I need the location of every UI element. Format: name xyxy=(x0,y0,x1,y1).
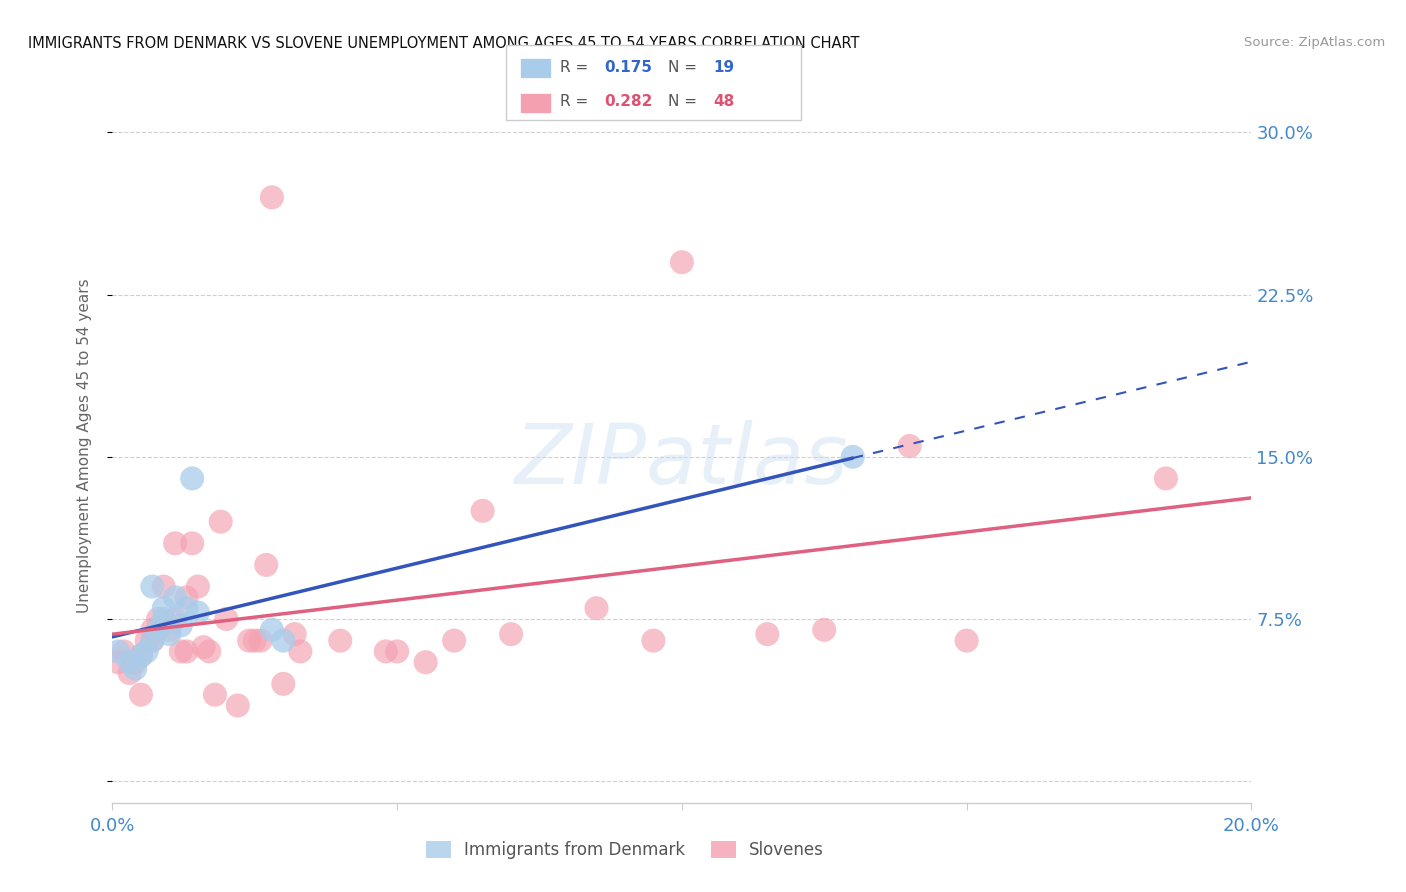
Point xyxy=(141,633,163,648)
Point xyxy=(187,606,209,620)
Point xyxy=(756,627,779,641)
Point xyxy=(1154,471,1177,485)
Text: 48: 48 xyxy=(713,95,734,110)
Point xyxy=(176,644,198,658)
Point xyxy=(135,633,157,648)
Point xyxy=(329,633,352,648)
Point xyxy=(141,580,163,594)
Point xyxy=(152,612,174,626)
Point xyxy=(956,633,979,648)
Point xyxy=(471,504,494,518)
Point xyxy=(841,450,863,464)
Point xyxy=(585,601,607,615)
Legend: Immigrants from Denmark, Slovenes: Immigrants from Denmark, Slovenes xyxy=(419,834,831,866)
Text: IMMIGRANTS FROM DENMARK VS SLOVENE UNEMPLOYMENT AMONG AGES 45 TO 54 YEARS CORREL: IMMIGRANTS FROM DENMARK VS SLOVENE UNEMP… xyxy=(28,36,859,51)
Point xyxy=(181,536,204,550)
Point xyxy=(215,612,238,626)
Point xyxy=(813,623,835,637)
Point xyxy=(165,612,187,626)
Point xyxy=(159,623,180,637)
Point xyxy=(165,591,187,605)
Point xyxy=(170,644,193,658)
Point xyxy=(118,655,141,669)
Point xyxy=(152,580,174,594)
Point xyxy=(271,633,295,648)
Point xyxy=(170,618,193,632)
Point xyxy=(165,536,187,550)
Point xyxy=(159,627,180,641)
Text: R =: R = xyxy=(560,60,593,75)
Text: N =: N = xyxy=(668,95,702,110)
Point xyxy=(254,558,277,572)
Point xyxy=(643,633,665,648)
Point xyxy=(198,644,221,658)
Point xyxy=(176,591,198,605)
Point xyxy=(290,644,312,658)
Point xyxy=(260,190,283,204)
Point xyxy=(152,601,174,615)
Point xyxy=(284,627,307,641)
Text: 19: 19 xyxy=(713,60,734,75)
Point xyxy=(129,648,152,663)
Point xyxy=(146,623,169,637)
Point xyxy=(193,640,215,654)
Point xyxy=(146,612,169,626)
Text: 0.282: 0.282 xyxy=(605,95,652,110)
Text: R =: R = xyxy=(560,95,593,110)
Point xyxy=(107,644,129,658)
Point xyxy=(238,633,260,648)
Point xyxy=(226,698,249,713)
Text: Source: ZipAtlas.com: Source: ZipAtlas.com xyxy=(1244,36,1385,49)
Point xyxy=(243,633,266,648)
Point xyxy=(135,644,157,658)
Point xyxy=(141,623,163,637)
Point xyxy=(204,688,226,702)
Point xyxy=(671,255,693,269)
Point xyxy=(385,644,409,658)
Text: ZIPatlas: ZIPatlas xyxy=(515,420,849,500)
Point xyxy=(443,633,465,648)
Point xyxy=(249,633,271,648)
Point xyxy=(176,601,198,615)
Point xyxy=(209,515,232,529)
Point xyxy=(141,633,163,648)
Point xyxy=(129,648,152,663)
Point xyxy=(374,644,396,658)
Point xyxy=(415,655,437,669)
Text: N =: N = xyxy=(668,60,702,75)
Text: 0.175: 0.175 xyxy=(605,60,652,75)
Point xyxy=(271,677,295,691)
Point xyxy=(112,644,135,658)
Point xyxy=(124,655,146,669)
Point xyxy=(107,655,129,669)
Point xyxy=(129,688,152,702)
Point xyxy=(501,627,523,641)
Point xyxy=(118,666,141,681)
Point xyxy=(124,662,146,676)
Point xyxy=(260,623,283,637)
Point xyxy=(181,471,204,485)
Y-axis label: Unemployment Among Ages 45 to 54 years: Unemployment Among Ages 45 to 54 years xyxy=(77,278,91,614)
Point xyxy=(898,439,921,453)
Point xyxy=(187,580,209,594)
